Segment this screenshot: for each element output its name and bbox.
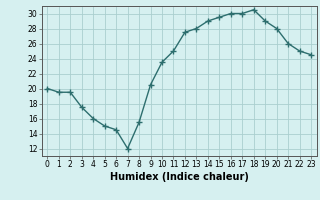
- X-axis label: Humidex (Indice chaleur): Humidex (Indice chaleur): [110, 172, 249, 182]
